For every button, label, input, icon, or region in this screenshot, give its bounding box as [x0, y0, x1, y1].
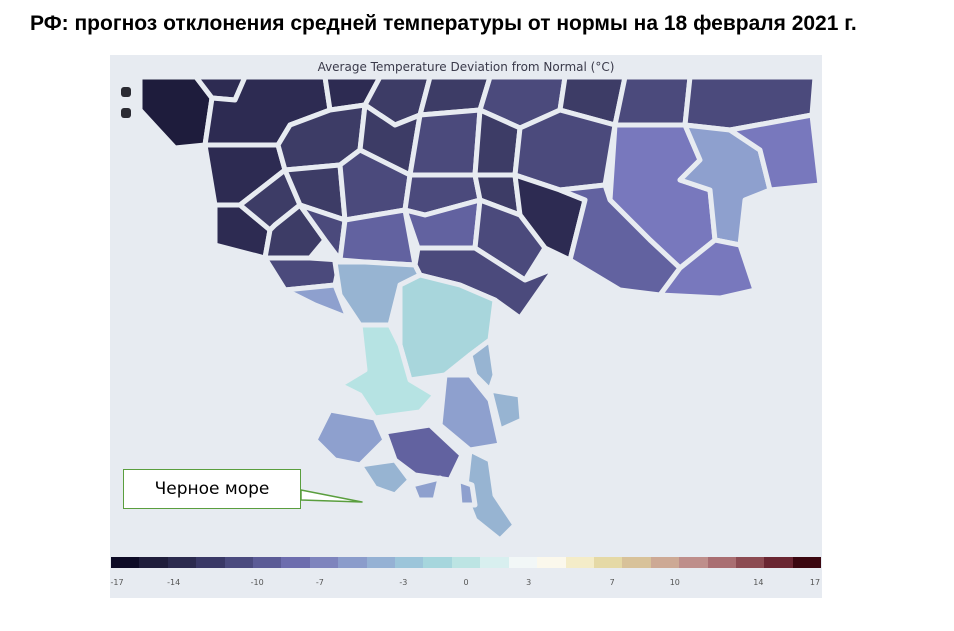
scale-swatch [650, 557, 680, 568]
color-scale-ticks: -17 -14 -10 -7 -3 0 3 7 10 14 17 [110, 578, 821, 590]
scale-tick-label: 0 [463, 578, 469, 587]
region[interactable] [357, 457, 413, 498]
scale-swatch [338, 557, 367, 568]
scale-swatch [707, 557, 736, 568]
scale-swatch [224, 557, 254, 568]
region[interactable] [472, 197, 548, 283]
scale-swatch [309, 557, 339, 568]
scale-swatch [508, 557, 538, 568]
scale-swatch [764, 557, 793, 568]
region[interactable] [727, 112, 822, 193]
scale-swatch [196, 557, 225, 568]
sea-callout: Черное море [123, 469, 301, 509]
region[interactable] [437, 372, 503, 453]
callout-pointer [300, 489, 363, 503]
region[interactable] [337, 322, 438, 421]
scale-swatch [253, 557, 282, 568]
scale-swatch [451, 557, 481, 568]
zoom-in-button[interactable] [121, 87, 131, 97]
scale-swatch [395, 557, 424, 568]
scale-swatch [679, 557, 708, 568]
scale-swatch [622, 557, 651, 568]
region-map[interactable] [110, 55, 822, 555]
scale-swatch [167, 557, 197, 568]
region[interactable] [407, 107, 483, 178]
scale-tick-label: -3 [399, 578, 408, 587]
scale-tick-label: 7 [609, 578, 615, 587]
sea-label: Черное море [154, 479, 270, 499]
region[interactable] [657, 237, 758, 301]
scale-swatch [111, 557, 140, 568]
scale-tick-label: 17 [809, 578, 821, 587]
region[interactable] [455, 477, 478, 508]
region[interactable] [612, 74, 693, 128]
scale-tick-label: -7 [315, 578, 324, 587]
region[interactable] [467, 337, 498, 393]
scale-swatch [537, 557, 566, 568]
zoom-out-button[interactable] [121, 108, 131, 118]
region[interactable] [409, 475, 443, 503]
scale-swatch [565, 557, 594, 568]
region[interactable] [282, 282, 351, 321]
scale-swatch [139, 557, 168, 568]
scale-swatch [593, 557, 623, 568]
scale-tick-label: -14 [167, 578, 181, 587]
color-scale-bar [111, 557, 822, 568]
region[interactable] [337, 207, 418, 268]
scale-tick-label: -10 [250, 578, 264, 587]
scale-swatch [281, 557, 310, 568]
region[interactable] [312, 407, 388, 468]
region[interactable] [487, 387, 525, 433]
page-title: РФ: прогноз отклонения средней температу… [30, 12, 857, 35]
scale-swatch [366, 557, 396, 568]
scale-swatch [792, 557, 822, 568]
scale-tick-label: 10 [669, 578, 680, 587]
scale-tick-label: 3 [526, 578, 532, 587]
scale-tick-label: -17 [110, 578, 124, 587]
scale-tick-label: 14 [753, 578, 764, 587]
map-title: Average Temperature Deviation from Norma… [317, 60, 615, 74]
scale-swatch [735, 557, 765, 568]
scale-swatch [480, 557, 509, 568]
scale-swatch [423, 557, 452, 568]
